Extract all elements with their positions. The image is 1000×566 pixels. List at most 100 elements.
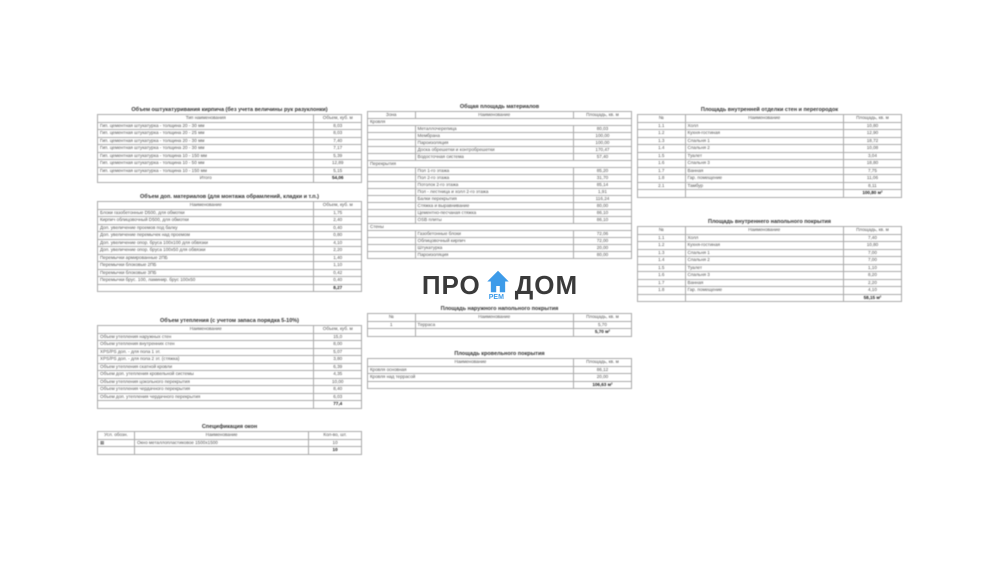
table-row: 1.1 Холл 7,40 <box>637 233 903 242</box>
header-row: Наименование Объем, куб. м <box>96 325 362 334</box>
cell-name: ▦ <box>97 438 135 447</box>
cell-value: 2,20 <box>313 246 362 255</box>
cell-value: 0,40 <box>313 276 362 285</box>
group-spacer <box>367 230 416 238</box>
table-row: 1.4 Спальня 2 10,08 <box>637 144 903 153</box>
table-row: Гип. цементная штукатурка - толщина 20 -… <box>96 144 362 153</box>
total-label <box>367 328 416 337</box>
total-label <box>97 446 135 455</box>
total-row: 106,63 м² <box>367 380 633 389</box>
cell-name: 2.1 <box>637 181 686 190</box>
cell-name: Кровля над террасой <box>367 373 574 382</box>
group-spacer <box>367 167 416 175</box>
group-spacer <box>367 195 416 203</box>
cell-value: 100,00 <box>572 132 633 140</box>
cell-value: 86,12 <box>572 365 633 374</box>
cell-name: Пол 1-го этажа <box>414 167 574 175</box>
logo-text-left: ПРО <box>421 270 481 300</box>
cell-name: 1.8 <box>637 286 686 295</box>
cell-value: 12,89 <box>313 159 362 168</box>
table-row: Объем утепления скатной кровли 6,39 <box>96 362 362 371</box>
cell-name: OSB плиты <box>414 216 574 224</box>
cell-name: Перемычки блоковые 2ПБ <box>96 261 315 270</box>
column-header: Кол-во, шт. <box>308 431 362 440</box>
total-label <box>637 189 686 198</box>
total-label <box>133 446 310 455</box>
cell-value: 5,15 <box>313 166 362 175</box>
table-row: Пол 1-го этажа 85,20 <box>367 167 633 175</box>
table-row: Доска обрешетки и контробрешетки 170,47 <box>367 146 633 154</box>
cell-name: Объем утепления внутренних стен <box>96 340 315 349</box>
cell-value: 7,00 <box>842 256 903 265</box>
header-row: Наименование Площадь, кв. м <box>367 358 633 367</box>
total-label <box>684 293 844 302</box>
column-header: Наименование <box>133 431 310 440</box>
table-row: XPS/PS доп. - для пола 2 эт. (стяжка) 3,8… <box>96 355 362 364</box>
table-title: Объем оштукатуривания кирпича (без учета… <box>131 107 328 113</box>
cell-value: 7,17 <box>313 144 362 153</box>
cell-name: 1.1 <box>637 121 686 130</box>
cell-value: 1,40 <box>313 253 362 262</box>
header-row: № Наименование Площадь, кв. м <box>637 226 903 235</box>
cell-name: Тамбур <box>684 181 844 190</box>
cell-value: 7,40 <box>842 233 903 242</box>
total-value: 10 <box>308 446 362 455</box>
table-row: Пол 2-го этажа 31,70 <box>367 174 633 182</box>
cell-value: 1,91 <box>572 188 633 196</box>
table-total-materials: Общая площадь материалов Зона Наименование… <box>367 104 633 259</box>
table-title: Общая площадь материалов <box>459 104 540 110</box>
logo-text-right: ДОМ <box>514 270 579 300</box>
cell-name: Пол - лестница и холл 2-го этажа <box>414 188 574 196</box>
cell-name: Балки перекрытия <box>414 195 574 203</box>
table-row: 1.7 Ванная 7,75 <box>637 166 903 175</box>
table-row: 1.8 Гар. помещение 11,06 <box>637 174 903 183</box>
total-row: 5,70 м² <box>367 328 633 337</box>
column-header: Наименование <box>414 111 574 119</box>
table-row: 1.8 Гар. помещение 4,10 <box>637 286 903 295</box>
table-row: Газобетонные блоки 72,06 <box>367 230 633 238</box>
table-row: 1.3 Спальня 1 18,72 <box>637 136 903 145</box>
table-row: Водосточная система 57,40 <box>367 153 633 161</box>
cell-value: 4,10 <box>842 286 903 295</box>
header-row: Усл. обозн. Наименование Кол-во, шт. <box>97 431 362 440</box>
group-spacer <box>367 181 416 189</box>
table-window-spec: Спецификация окон Усл. обозн. Наименование… <box>97 424 362 455</box>
cell-value: 4,35 <box>313 370 362 379</box>
table-row: Доп. увеличение опор. бруса 100х100 для … <box>96 238 362 247</box>
column-header: Объем, куб. м <box>313 201 362 210</box>
cell-name: Перемычки блоковые 3ПБ <box>96 268 315 277</box>
cell-value: 11,06 <box>842 174 903 183</box>
cell-value: 4,10 <box>313 238 362 247</box>
cell-value: 0,40 <box>313 223 362 232</box>
table-row: Металлочерепица 80,03 <box>367 125 633 133</box>
table-row: Кирпич облицовочный D500, для обмотки 2,4… <box>96 216 362 225</box>
table-row: Гип. цементная штукатурка - толщина 10 -… <box>96 151 362 160</box>
table-row: Потолок 2-го этажа 85,14 <box>367 181 633 189</box>
table-floor-finish: Площадь внутреннего напольного покрытия №… <box>637 219 903 302</box>
column-header: № <box>637 114 686 123</box>
table-roof-area: Площадь кровельного покрытия Наименование… <box>367 351 633 389</box>
total-value: 8,27 <box>313 283 362 292</box>
cell-name: 1 <box>367 320 416 329</box>
table-row: Объем утепления внутренних стен 8,00 <box>96 340 362 349</box>
cell-name: Пароизоляция <box>414 251 574 259</box>
cell-name: Гип. цементная штукатурка - толщина 10 -… <box>96 166 315 175</box>
cell-name: Спальня 3 <box>684 271 844 280</box>
cell-value: 100,00 <box>572 139 633 147</box>
cell-name: 1.6 <box>637 271 686 280</box>
house-icon: РЕМ <box>485 269 511 302</box>
column-header: Площадь, кв. м <box>572 111 633 119</box>
column-header: Тип наименования <box>96 114 315 123</box>
column-header: Площадь, кв. м <box>572 358 633 367</box>
cell-name: Объем утепления чердачного перекрытия <box>96 385 315 394</box>
cell-value: 8,40 <box>313 385 362 394</box>
table-row: Цементно-песчаная стяжка 86,10 <box>367 209 633 217</box>
cell-name: Спальня 2 <box>684 144 844 153</box>
cell-name: Доп. увеличение перемычек над проемом <box>96 231 315 240</box>
table-row: Объем доп. утепления чердачного перекрыт… <box>96 392 362 401</box>
column-header: Наименование <box>684 226 844 235</box>
column-header: Наименование <box>684 114 844 123</box>
cell-name: 1.2 <box>637 129 686 138</box>
table-row: Гип. цементная штукатурка - толщина 20 -… <box>96 121 362 130</box>
cell-name: Объем утепления скатной кровли <box>96 362 315 371</box>
